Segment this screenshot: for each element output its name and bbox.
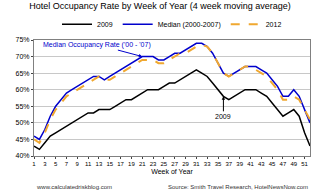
svg-text:33: 33: [204, 161, 211, 167]
svg-text:Median Occupancy Rate ('00 - ': Median Occupancy Rate ('00 - '07): [43, 41, 151, 49]
svg-text:Median (2000-2007): Median (2000-2007): [158, 21, 221, 29]
svg-text:2009: 2009: [215, 113, 231, 120]
svg-text:35: 35: [215, 161, 222, 167]
svg-text:7: 7: [65, 161, 69, 167]
svg-text:65%: 65%: [16, 70, 30, 77]
svg-text:17: 17: [117, 161, 124, 167]
svg-text:25: 25: [161, 161, 168, 167]
svg-text:23: 23: [150, 161, 157, 167]
svg-text:2009: 2009: [97, 21, 113, 28]
svg-text:47: 47: [280, 161, 287, 167]
svg-text:1: 1: [32, 161, 36, 167]
svg-text:40%: 40%: [16, 152, 30, 159]
svg-text:19: 19: [128, 161, 135, 167]
svg-text:49: 49: [290, 161, 297, 167]
svg-text:27: 27: [171, 161, 178, 167]
svg-text:39: 39: [236, 161, 243, 167]
svg-text:11: 11: [85, 161, 92, 167]
svg-text:www.calculatedriskblog.com: www.calculatedriskblog.com: [36, 184, 112, 190]
svg-text:43: 43: [258, 161, 265, 167]
svg-text:9: 9: [76, 161, 80, 167]
svg-text:70%: 70%: [16, 53, 30, 60]
svg-text:37: 37: [225, 161, 232, 167]
svg-text:29: 29: [182, 161, 189, 167]
svg-text:Source: Smith Travel Research,: Source: Smith Travel Research, HotelNews…: [168, 184, 308, 190]
svg-text:21: 21: [139, 161, 146, 167]
svg-text:60%: 60%: [16, 86, 30, 93]
svg-text:51: 51: [301, 161, 308, 167]
svg-text:2012: 2012: [266, 21, 282, 28]
svg-text:5: 5: [54, 161, 58, 167]
svg-text:31: 31: [193, 161, 200, 167]
svg-text:13: 13: [96, 161, 103, 167]
svg-text:3: 3: [43, 161, 47, 167]
svg-text:Week of Year: Week of Year: [151, 168, 193, 175]
svg-text:15: 15: [106, 161, 113, 167]
svg-text:75%: 75%: [16, 36, 30, 43]
svg-text:55%: 55%: [16, 103, 30, 110]
svg-text:41: 41: [247, 161, 254, 167]
svg-text:Hotel Occupancy Rate by Week o: Hotel Occupancy Rate by Week of Year (4 …: [29, 1, 290, 11]
svg-text:45%: 45%: [16, 136, 30, 143]
svg-text:50%: 50%: [16, 119, 30, 126]
svg-text:45: 45: [269, 161, 276, 167]
